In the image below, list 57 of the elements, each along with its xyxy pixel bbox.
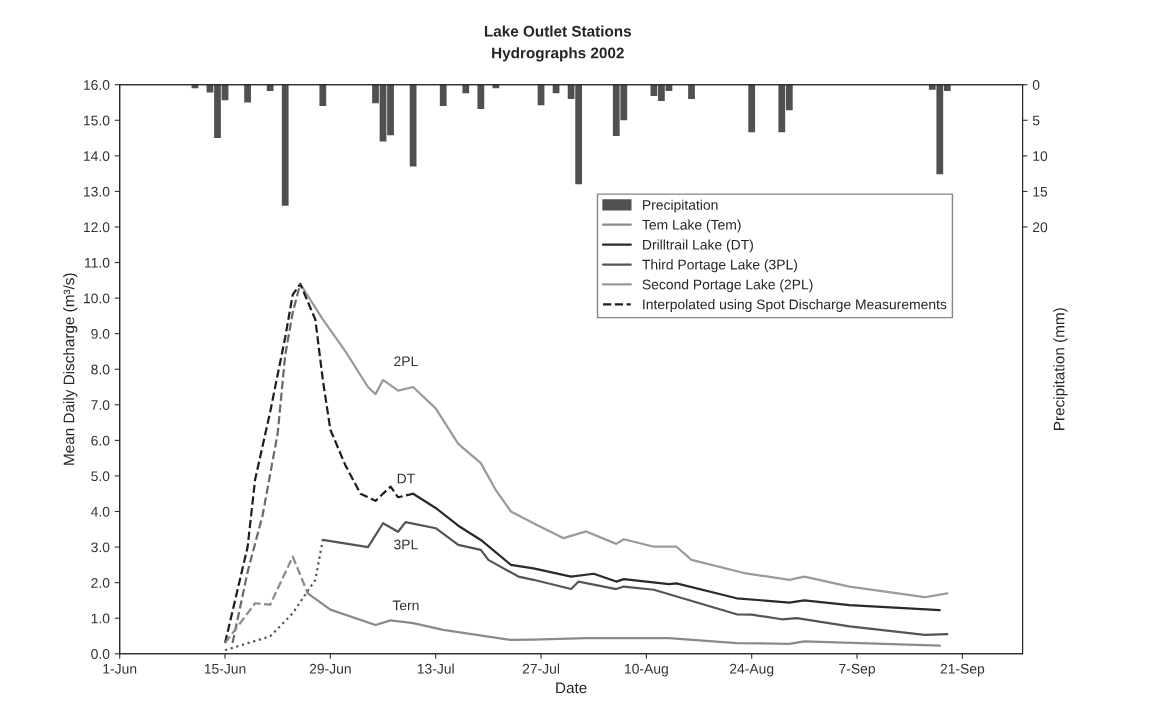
- y2-tick-label: 10: [1033, 151, 1048, 162]
- bar: [462, 84, 470, 94]
- y-tick-label: 3.0: [91, 542, 110, 553]
- bar: [409, 84, 417, 167]
- y-tick-label: 11.0: [85, 257, 110, 268]
- x-tick-label: 29-Jun: [309, 663, 351, 674]
- annotation: 2PL: [394, 356, 418, 366]
- x-tick-label: 13-Jul: [417, 663, 454, 674]
- bar: [266, 84, 274, 92]
- y-tick-label: 7.0: [91, 400, 110, 410]
- y-tick-label: 8.0: [91, 364, 110, 375]
- legend-label: Second Portage Lake (2PL): [642, 279, 813, 293]
- bar: [748, 84, 756, 133]
- bar: [244, 84, 251, 103]
- y-tick-label: 0.0: [91, 649, 110, 659]
- line-series: [231, 282, 302, 645]
- x-tick-label: 10-Aug: [625, 663, 668, 677]
- y-tick-label: 16.0: [83, 80, 110, 90]
- bar: [688, 84, 695, 99]
- y-tick-label: 5.0: [91, 471, 110, 482]
- x-tick-label: 7-Sep: [839, 663, 875, 677]
- y-tick-label: 12.0: [83, 222, 110, 233]
- y-tick-label: 15.0: [83, 115, 110, 126]
- y-tick-label: 14.0: [83, 151, 110, 162]
- y-tick-label: 6.0: [91, 435, 110, 446]
- annotation: DT: [397, 473, 415, 484]
- y-axis-title: Mean Daily Discharge (m³/s): [63, 273, 78, 465]
- bar: [477, 84, 485, 109]
- x-tick-label: 21-Sep: [940, 663, 985, 677]
- y-tick-label: 10.0: [83, 293, 110, 304]
- y2-tick-label: 0: [1032, 80, 1040, 90]
- y-tick-label: 9.0: [91, 329, 110, 339]
- x-axis-title: Date: [556, 682, 587, 694]
- legend-label: Precipitation: [643, 199, 718, 213]
- y2-tick-label: 15: [1033, 186, 1048, 197]
- legend-label: Third Portage Lake (3PL): [642, 259, 798, 273]
- annotation: 3PL: [394, 539, 418, 550]
- chart-subtitle: Hydrographs 2002: [492, 47, 624, 62]
- legend-label: Interpolated using Spot Discharge Measurements: [643, 299, 947, 313]
- y-tick-label: 13.0: [83, 186, 110, 197]
- x-tick-label: 27-Jul: [522, 663, 560, 674]
- y2-tick-label: 5: [1032, 115, 1040, 126]
- y-tick-label: 4.0: [90, 506, 110, 517]
- annotation: Tern: [392, 600, 419, 611]
- y2-axis-title: Precipitation (mm): [1053, 308, 1068, 430]
- legend-label: Drilltrail Lake (DT): [643, 239, 753, 253]
- y-tick-label: 1.0: [91, 613, 110, 624]
- x-tick-label: 15-Jun: [204, 664, 246, 674]
- y-tick-label: 2.0: [91, 577, 110, 588]
- chart-title: Lake Outlet Stations: [484, 25, 631, 37]
- bar: [281, 84, 289, 206]
- bar: [439, 84, 447, 107]
- legend-label: Tem Lake (Tem): [642, 219, 741, 233]
- y2-tick-label: 20: [1032, 222, 1048, 233]
- x-tick-label: 24-Aug: [730, 663, 774, 677]
- x-tick-label: 1-Jun: [103, 664, 137, 674]
- bar: [319, 84, 327, 107]
